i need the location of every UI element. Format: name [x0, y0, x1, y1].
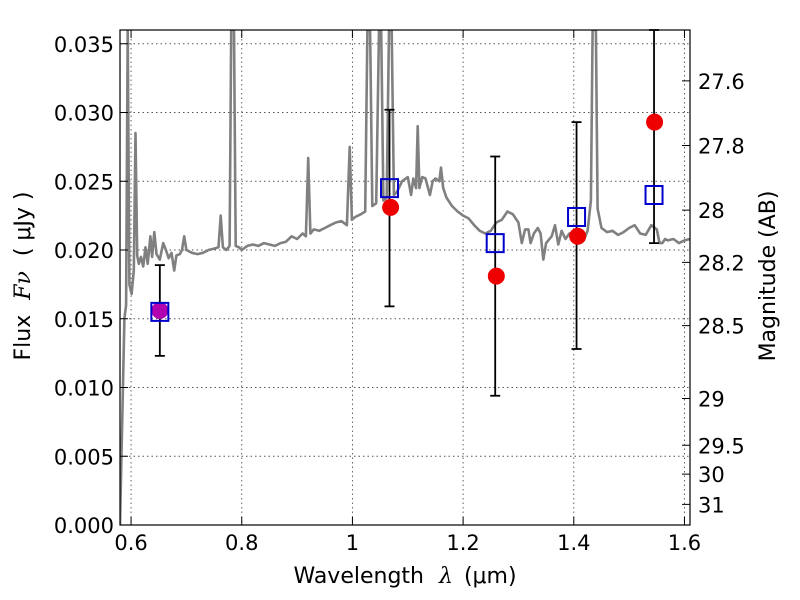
- y2-tick-label: 27.8: [698, 135, 745, 159]
- grid-lines: [120, 30, 690, 525]
- y-tick-label: 0.025: [54, 170, 114, 194]
- x-tick-label: 1.4: [557, 531, 590, 555]
- y-axis-label-text: Flux: [11, 315, 36, 361]
- y2-tick-labels: 27.6 27.8 28 28.2 28.5 29 29.5 30 31: [698, 70, 745, 518]
- y-tick-label: 0.030: [54, 102, 114, 126]
- y2-tick-label: 29.5: [698, 434, 745, 458]
- y-tick-label: 0.015: [54, 308, 114, 332]
- model-photometry-point: [487, 267, 505, 285]
- x-axis-label: Wavelength λ (μm): [293, 564, 516, 589]
- marker-layer: [150, 113, 664, 322]
- plot-frame: [119, 29, 691, 526]
- model-photometry-point: [569, 227, 587, 245]
- tick-marks: [120, 30, 690, 526]
- y2-tick-label: 28: [698, 199, 725, 223]
- y2-tick-label: 27.6: [698, 70, 745, 94]
- y-tick-label: 0.010: [54, 377, 114, 401]
- y-tick-label: 0.005: [54, 445, 114, 469]
- y2-tick-label: 30: [698, 463, 725, 487]
- y-tick-label: 0.020: [54, 239, 114, 263]
- spectrum-layer: [120, 30, 690, 525]
- observed-photometry-square: [150, 301, 170, 322]
- x-tick-label: 1.2: [446, 531, 479, 555]
- model-photometry-point: [646, 113, 664, 131]
- spectrum-line: [120, 30, 690, 525]
- x-tick-label: 1: [346, 531, 359, 555]
- observed-photometry-square: [485, 233, 505, 254]
- observed-photometry-square: [567, 207, 587, 227]
- observed-photometry-square: [380, 178, 400, 199]
- model-photometry-point: [151, 302, 169, 319]
- error-bar: [649, 29, 660, 245]
- y-axis-label: Flux Fν ( μJy ): [11, 191, 36, 360]
- y2-tick-label: 31: [698, 493, 725, 517]
- y2-tick-label: 28.5: [698, 315, 745, 339]
- x-tick-label: 0.6: [114, 531, 147, 555]
- x-axis-label-symbol: λ: [438, 564, 453, 589]
- y-tick-label: 0.000: [54, 514, 114, 538]
- y2-tick-label: 28.2: [698, 251, 745, 275]
- x-tick-label: 0.8: [225, 531, 258, 555]
- y-axis-label-unit: ( μJy ): [11, 191, 36, 256]
- x-axis-label-text: Wavelength: [293, 564, 424, 589]
- y-axis-label-symbol: Fν: [11, 271, 36, 301]
- model-photometry-point: [382, 198, 400, 216]
- x-tick-labels: 0.6 0.8 1 1.2 1.4 1.6: [114, 531, 701, 555]
- observed-photometry-square: [644, 185, 664, 205]
- y-tick-label: 0.035: [54, 33, 114, 57]
- y-tick-labels: 0.000 0.005 0.010 0.015 0.020 0.025 0.030 0.035: [54, 33, 114, 538]
- x-tick-label: 1.6: [668, 531, 701, 555]
- y2-axis-label: Magnitude (AB): [756, 191, 781, 362]
- x-axis-label-unit: (μm): [464, 564, 517, 589]
- y2-tick-label: 29: [698, 388, 725, 412]
